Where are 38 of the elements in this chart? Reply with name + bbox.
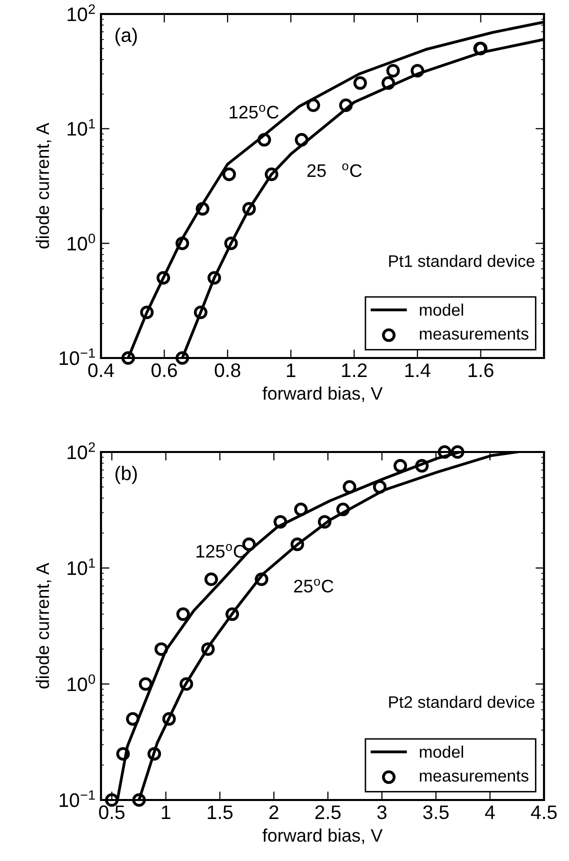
x-tick-label: 1.6 <box>468 363 494 378</box>
y-tick-label: 10$^{0}$ <box>68 234 96 251</box>
x-tick-label: 3 <box>377 805 386 820</box>
y-tick-label: 10$^{1}$ <box>68 558 95 576</box>
y-tick-label: 10$^{1}$ <box>68 118 95 136</box>
legend-label: measurements <box>420 770 528 782</box>
x-tick-label: 1.5 <box>208 806 233 820</box>
x-tick-label: 0.8 <box>214 363 240 378</box>
y-tick-label: 10$^{0}$ <box>68 674 96 692</box>
legend-label: model <box>420 304 464 316</box>
x-tick-label: 4 <box>485 806 495 819</box>
legend-label: model <box>420 746 464 758</box>
x-tick-label: 1 <box>286 364 296 377</box>
y-tick-label: 10$^{2}$ <box>68 442 95 460</box>
annotation: Pt2 standard device <box>389 696 534 708</box>
y-axis-title: diode current, A <box>36 122 52 248</box>
annotation: Pt1 standard device <box>389 254 534 267</box>
x-tick-label: 1.4 <box>405 364 430 377</box>
x-tick-label: 0.5 <box>99 805 125 820</box>
y-tick-label: 10$^{−1}$ <box>60 790 95 808</box>
x-tick-label: 3.5 <box>423 805 449 820</box>
x-tick-label: 2.5 <box>315 805 341 820</box>
annotation: 25$^{o}$C <box>294 578 334 593</box>
annotation: 125$^{o}$C <box>230 104 279 119</box>
x-tick-label: 0.4 <box>88 363 114 378</box>
y-tick-label: 10$^{2}$ <box>68 4 95 22</box>
annotation: (a) <box>115 28 137 46</box>
x-tick-label: 0.6 <box>152 363 177 378</box>
annotation: (b) <box>115 466 137 484</box>
x-axis-title: forward bias, V <box>262 828 383 844</box>
annotation: 25 $^{o}$C <box>307 163 362 178</box>
x-tick-label: 2 <box>269 805 278 819</box>
legend-label: measurements <box>420 328 528 340</box>
x-axis-title: forward bias, V <box>262 386 383 402</box>
y-axis-title: diode current, A <box>36 562 52 688</box>
x-tick-label: 1 <box>162 806 170 819</box>
x-tick-label: 1.2 <box>342 363 367 377</box>
x-tick-label: 4.5 <box>530 806 557 820</box>
